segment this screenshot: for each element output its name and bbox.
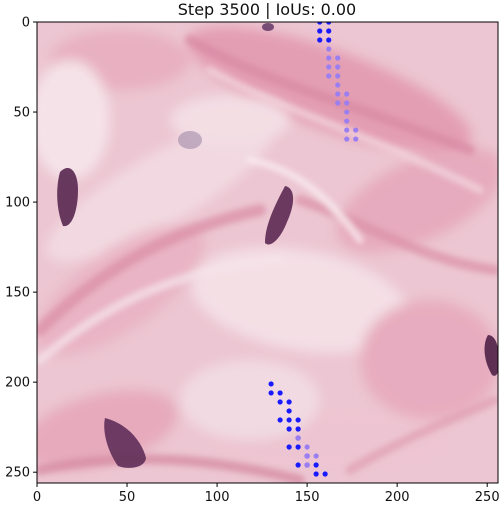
chart-title: Step 3500 | IoUs: 0.00: [178, 0, 356, 19]
y-tick-label: 100: [5, 196, 30, 211]
data-point: [304, 444, 310, 450]
x-tick-label: 0: [33, 490, 41, 505]
nucleus: [262, 23, 274, 31]
nucleus: [104, 418, 146, 468]
data-point: [344, 109, 350, 115]
scatter-points: [268, 22, 359, 477]
nucleus: [178, 131, 202, 149]
data-point: [326, 28, 332, 34]
plot-frame: [36, 21, 499, 484]
x-tick-label: 150: [295, 490, 320, 505]
data-point: [326, 22, 332, 25]
data-point: [335, 55, 341, 61]
data-point: [317, 28, 323, 34]
x-tick-label: 250: [475, 490, 500, 505]
x-tick-label: 200: [385, 490, 410, 505]
y-tick-label: 200: [5, 376, 30, 391]
data-point: [277, 399, 283, 405]
data-point: [335, 82, 341, 88]
data-point: [295, 444, 301, 450]
nucleus: [484, 335, 498, 376]
data-point: [286, 417, 292, 423]
data-point: [335, 64, 341, 70]
data-point: [326, 55, 332, 61]
y-tick-label: 250: [5, 466, 30, 481]
y-tick-label: 50: [13, 106, 30, 121]
data-point: [313, 471, 319, 477]
nucleus: [265, 186, 294, 245]
x-tick-label: 50: [119, 490, 136, 505]
data-point: [344, 100, 350, 106]
data-point: [295, 435, 301, 441]
histology-image: [37, 22, 498, 483]
data-point: [322, 471, 328, 477]
data-point: [295, 417, 301, 423]
data-point: [313, 453, 319, 459]
data-point: [335, 100, 341, 106]
y-axis: 0 50 100 150 200 250: [5, 16, 37, 481]
data-point: [286, 408, 292, 414]
y-tick-label: 0: [22, 16, 30, 31]
data-point: [317, 37, 323, 43]
data-point: [326, 46, 332, 52]
x-axis: 0 50 100 150 200 250: [33, 483, 500, 505]
nucleus: [57, 168, 78, 227]
data-point: [268, 390, 274, 396]
data-point: [295, 426, 301, 432]
data-point: [335, 73, 341, 79]
data-point: [304, 462, 310, 468]
data-point: [344, 127, 350, 133]
data-point: [277, 390, 283, 396]
data-point: [286, 399, 292, 405]
data-point: [344, 136, 350, 142]
data-point: [286, 426, 292, 432]
data-point: [326, 73, 332, 79]
data-point: [326, 37, 332, 43]
data-point: [344, 118, 350, 124]
data-point: [295, 462, 301, 468]
data-point: [353, 127, 359, 133]
data-point: [353, 136, 359, 142]
data-point: [317, 22, 323, 25]
data-point: [304, 453, 310, 459]
data-point: [344, 91, 350, 97]
data-point: [286, 444, 292, 450]
y-tick-label: 150: [5, 286, 30, 301]
x-tick-label: 100: [205, 490, 230, 505]
data-point: [277, 417, 283, 423]
data-point: [268, 381, 274, 387]
data-point: [335, 91, 341, 97]
data-point: [313, 462, 319, 468]
data-point: [326, 64, 332, 70]
